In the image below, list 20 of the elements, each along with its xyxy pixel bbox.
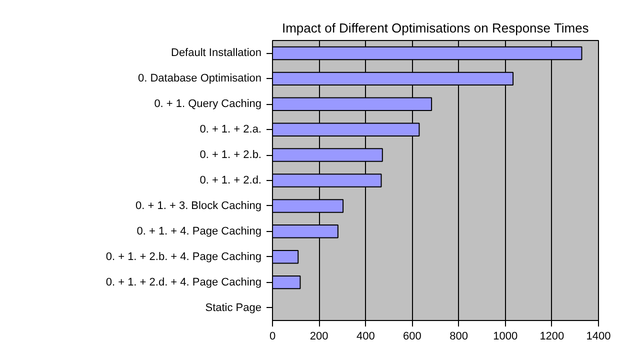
y-tick-label: 0. + 1. + 2.b. (200, 149, 262, 162)
y-tick-label: Default Installation (171, 47, 262, 60)
x-tick-label: 200 (310, 330, 328, 342)
x-tick-label: 400 (356, 330, 375, 342)
y-tick-label: 0. + 1. + 2.b. + 4. Page Caching (106, 250, 262, 263)
x-tick-label: 600 (403, 330, 422, 342)
y-tick-label: 0. + 1. + 2.d. (200, 174, 262, 186)
y-tick-label: 0. + 1. + 4. Page Caching (136, 225, 262, 238)
x-tick-label: 1200 (540, 330, 564, 342)
x-tick-label: 1000 (493, 330, 518, 342)
x-tick-label: 1400 (586, 330, 611, 342)
y-tick-label: 0. + 1. + 3. Block Caching (136, 200, 262, 212)
y-tick-label: Static Page (205, 302, 262, 314)
y-tick-label: 0. + 1. Query Caching (154, 98, 262, 110)
x-tick-label: 800 (450, 330, 468, 342)
y-tick-label: 0. + 1. + 2.d. + 4. Page Caching (106, 276, 262, 288)
y-tick-label: 0. + 1. + 2.a. (200, 124, 262, 136)
y-tick-label: 0. Database Optimisation (138, 72, 262, 85)
x-tick-label: 0 (269, 330, 276, 342)
chart-title: Impact of Different Optimisations on Response Times (282, 20, 590, 36)
